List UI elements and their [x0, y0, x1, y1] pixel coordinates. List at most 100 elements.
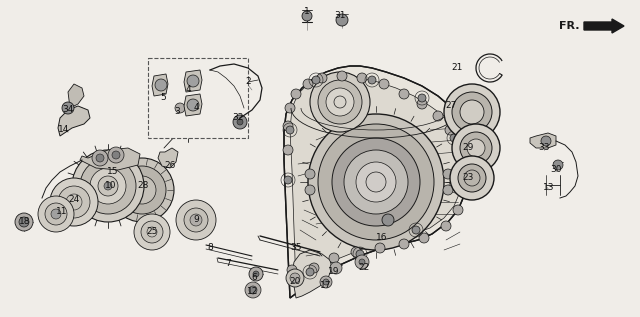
Circle shape — [303, 79, 313, 89]
Circle shape — [306, 268, 314, 276]
Circle shape — [118, 166, 166, 214]
Circle shape — [351, 247, 361, 257]
Circle shape — [450, 134, 458, 142]
Text: 21: 21 — [451, 63, 463, 73]
Polygon shape — [68, 84, 84, 108]
Circle shape — [108, 147, 124, 163]
Text: 5: 5 — [160, 94, 166, 102]
Circle shape — [379, 79, 389, 89]
Circle shape — [249, 267, 263, 281]
Circle shape — [356, 162, 396, 202]
Circle shape — [441, 221, 451, 231]
Text: 2: 2 — [245, 77, 251, 87]
Circle shape — [457, 185, 467, 195]
Circle shape — [330, 262, 342, 274]
Circle shape — [283, 121, 293, 131]
Circle shape — [418, 94, 426, 102]
Circle shape — [323, 279, 329, 285]
Circle shape — [175, 103, 185, 113]
Circle shape — [308, 114, 444, 250]
Circle shape — [375, 243, 385, 253]
Polygon shape — [152, 74, 168, 96]
Polygon shape — [530, 133, 556, 148]
Circle shape — [98, 176, 118, 196]
Circle shape — [318, 124, 434, 240]
Circle shape — [128, 176, 156, 204]
Circle shape — [541, 136, 551, 146]
Circle shape — [58, 186, 90, 218]
Circle shape — [253, 271, 259, 277]
Circle shape — [368, 76, 376, 84]
Circle shape — [286, 269, 304, 287]
Text: 31: 31 — [334, 10, 346, 20]
Circle shape — [336, 14, 348, 26]
Polygon shape — [80, 148, 140, 170]
Circle shape — [245, 282, 261, 298]
Circle shape — [337, 71, 347, 81]
Circle shape — [453, 143, 463, 153]
Circle shape — [187, 75, 199, 87]
Circle shape — [90, 168, 126, 204]
Circle shape — [317, 73, 327, 83]
Circle shape — [357, 73, 367, 83]
Circle shape — [445, 125, 455, 135]
Circle shape — [344, 150, 408, 214]
Text: 28: 28 — [138, 182, 148, 191]
Text: 30: 30 — [550, 165, 562, 174]
Circle shape — [453, 205, 463, 215]
Circle shape — [176, 200, 216, 240]
Text: 23: 23 — [462, 173, 474, 183]
Text: FR.: FR. — [559, 21, 580, 31]
Circle shape — [184, 208, 208, 232]
Polygon shape — [58, 106, 90, 136]
Text: 34: 34 — [62, 106, 74, 114]
Circle shape — [458, 164, 486, 192]
Text: 13: 13 — [543, 184, 555, 192]
Text: 11: 11 — [56, 208, 68, 217]
Circle shape — [45, 203, 67, 225]
Circle shape — [452, 92, 492, 132]
Circle shape — [92, 150, 108, 166]
Circle shape — [460, 100, 484, 124]
Circle shape — [38, 196, 74, 232]
Text: 29: 29 — [462, 144, 474, 152]
Text: 20: 20 — [289, 276, 301, 286]
Text: 4: 4 — [185, 86, 191, 94]
Text: 17: 17 — [320, 281, 332, 289]
Circle shape — [412, 226, 420, 234]
Text: 15: 15 — [108, 167, 119, 177]
Text: 26: 26 — [164, 161, 176, 171]
Circle shape — [285, 103, 295, 113]
Circle shape — [62, 102, 74, 114]
Text: 24: 24 — [68, 196, 79, 204]
Text: 9: 9 — [193, 216, 199, 224]
Circle shape — [312, 76, 320, 84]
Text: 3: 3 — [174, 107, 180, 117]
Circle shape — [452, 124, 500, 172]
Circle shape — [355, 255, 369, 269]
Text: 19: 19 — [328, 268, 340, 276]
Circle shape — [359, 259, 365, 265]
Text: 8: 8 — [207, 243, 213, 253]
Circle shape — [112, 151, 120, 159]
Circle shape — [329, 253, 339, 263]
Circle shape — [249, 286, 257, 294]
Circle shape — [305, 185, 315, 195]
Circle shape — [283, 145, 293, 155]
Circle shape — [51, 209, 61, 219]
Circle shape — [309, 263, 319, 273]
Bar — [148, 58, 248, 138]
Circle shape — [15, 213, 33, 231]
Circle shape — [19, 217, 29, 227]
Circle shape — [305, 169, 315, 179]
Text: 1: 1 — [304, 8, 310, 16]
Polygon shape — [158, 148, 178, 168]
Circle shape — [233, 115, 247, 129]
Polygon shape — [292, 250, 332, 298]
Circle shape — [155, 79, 167, 91]
Circle shape — [318, 80, 362, 124]
Circle shape — [433, 111, 443, 121]
Circle shape — [187, 99, 199, 111]
Circle shape — [399, 239, 409, 249]
Circle shape — [443, 169, 453, 179]
